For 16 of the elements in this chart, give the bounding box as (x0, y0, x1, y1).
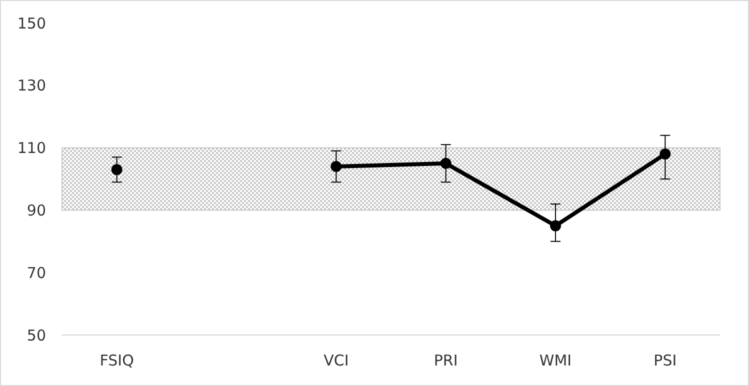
x-tick-label: PRI (434, 351, 458, 370)
point (660, 148, 671, 160)
x-tick-label: VCI (324, 351, 349, 370)
y-tick-label: 50 (26, 326, 46, 344)
y-tick-label: 130 (17, 76, 46, 95)
point (330, 161, 342, 172)
x-tick-label: FSIQ (100, 351, 134, 370)
x-tick-label: PSI (654, 351, 677, 370)
point (550, 220, 561, 232)
point (440, 158, 452, 169)
y-tick-label: 110 (17, 139, 46, 158)
y-tick-label: 90 (26, 201, 46, 220)
y-tick-label: 150 (17, 14, 46, 32)
y-tick-label: 70 (26, 264, 46, 282)
point (111, 164, 122, 176)
x-tick-label: WMI (539, 351, 572, 370)
